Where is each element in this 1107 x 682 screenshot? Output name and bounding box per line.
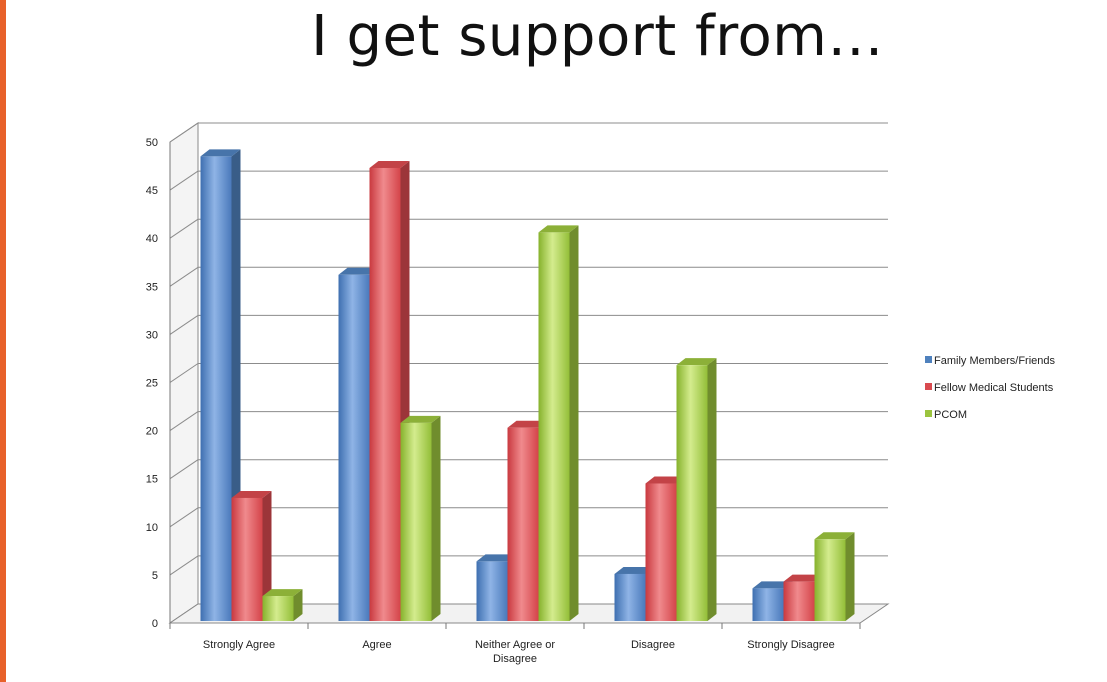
y-tick-label: 5 xyxy=(152,570,158,582)
legend-swatch xyxy=(925,383,932,390)
bar-top xyxy=(400,415,441,423)
legend-label: Family Members/Friends xyxy=(934,355,1056,367)
gridline-side xyxy=(169,122,199,143)
y-tick-label: 15 xyxy=(146,474,158,486)
gridline-side xyxy=(169,507,199,528)
gridline-side xyxy=(169,459,199,480)
bar-top xyxy=(645,476,686,484)
y-tick-label: 10 xyxy=(146,522,158,534)
bar-top xyxy=(476,554,517,562)
legend-swatch xyxy=(925,356,932,363)
chart-title: I get support from… xyxy=(311,4,884,69)
slide-accent-stripe xyxy=(0,0,6,682)
bar-top xyxy=(614,566,655,574)
bar xyxy=(645,483,677,621)
gridline-side xyxy=(169,555,199,576)
bar-top xyxy=(676,358,717,366)
bar xyxy=(369,167,401,621)
bar-top xyxy=(538,225,579,233)
x-tick-label: Neither Agree or xyxy=(475,639,555,651)
gridline-side xyxy=(169,314,199,335)
bar-top xyxy=(783,574,824,582)
bar-top xyxy=(752,581,793,589)
y-tick-label: 40 xyxy=(146,233,158,245)
gridline-side xyxy=(169,170,199,191)
legend-label: Fellow Medical Students xyxy=(934,382,1054,394)
bar-side xyxy=(845,532,855,621)
bar-side xyxy=(569,225,579,622)
y-tick-label: 45 xyxy=(146,185,158,197)
y-tick-label: 50 xyxy=(146,137,158,149)
x-tick-label: Strongly Agree xyxy=(203,639,275,651)
bar-side xyxy=(262,490,272,621)
bar xyxy=(200,156,232,621)
x-tick-label: Disagree xyxy=(631,639,675,651)
y-tick-label: 20 xyxy=(146,426,158,438)
bar xyxy=(614,573,646,621)
y-tick-label: 25 xyxy=(146,378,158,390)
legend-swatch xyxy=(925,410,932,417)
bar-side xyxy=(431,415,441,621)
bar xyxy=(400,422,432,621)
bar-top xyxy=(369,160,410,168)
x-tick-label: Strongly Disagree xyxy=(747,639,834,651)
bar xyxy=(507,427,539,621)
bar xyxy=(783,581,815,621)
gridline-side xyxy=(169,363,199,383)
bar xyxy=(752,588,784,621)
bar-side xyxy=(293,589,303,621)
bar xyxy=(338,274,370,621)
legend-label: PCOM xyxy=(934,409,967,421)
x-tick-label: Disagree xyxy=(493,653,537,665)
x-tick-label: Agree xyxy=(362,639,391,651)
bar xyxy=(231,497,263,621)
y-tick-label: 0 xyxy=(152,618,158,630)
gridline-side xyxy=(169,266,199,287)
y-tick-label: 35 xyxy=(146,281,158,293)
bar xyxy=(476,561,508,621)
bar xyxy=(814,539,846,621)
bar-top xyxy=(200,149,241,157)
gridline-side xyxy=(169,218,199,239)
y-tick-label: 30 xyxy=(146,329,158,341)
bar-top xyxy=(507,420,548,428)
bar-top xyxy=(338,267,379,275)
gridline-side xyxy=(169,411,199,432)
bar-top xyxy=(262,589,303,597)
bar xyxy=(538,232,570,622)
bar-top xyxy=(231,490,272,498)
bar-side xyxy=(707,358,717,621)
bar xyxy=(262,596,294,621)
bar xyxy=(676,365,708,621)
bar-top xyxy=(814,532,855,540)
